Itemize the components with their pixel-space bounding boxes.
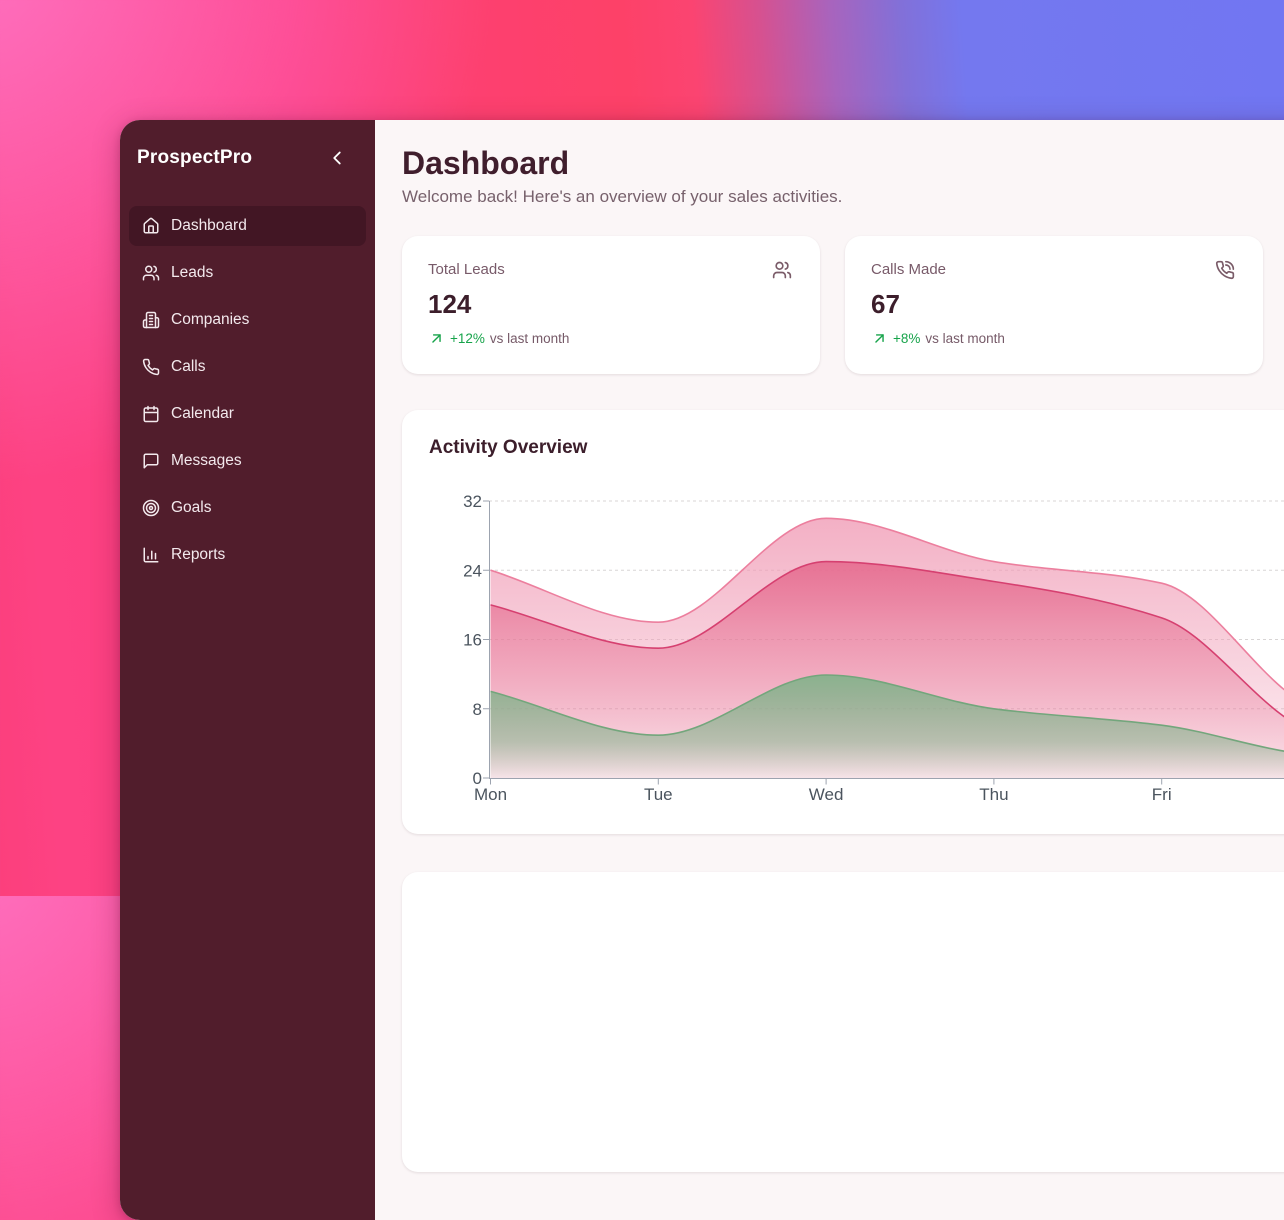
svg-text:Fri: Fri [1152, 784, 1172, 803]
svg-text:24: 24 [463, 561, 482, 580]
svg-text:32: 32 [463, 492, 482, 511]
svg-text:16: 16 [463, 630, 482, 649]
svg-text:Thu: Thu [979, 784, 1008, 803]
svg-text:Tue: Tue [644, 784, 673, 803]
svg-text:8: 8 [473, 699, 482, 718]
svg-text:Wed: Wed [809, 784, 844, 803]
svg-text:0: 0 [473, 769, 482, 788]
svg-text:Mon: Mon [474, 784, 507, 803]
